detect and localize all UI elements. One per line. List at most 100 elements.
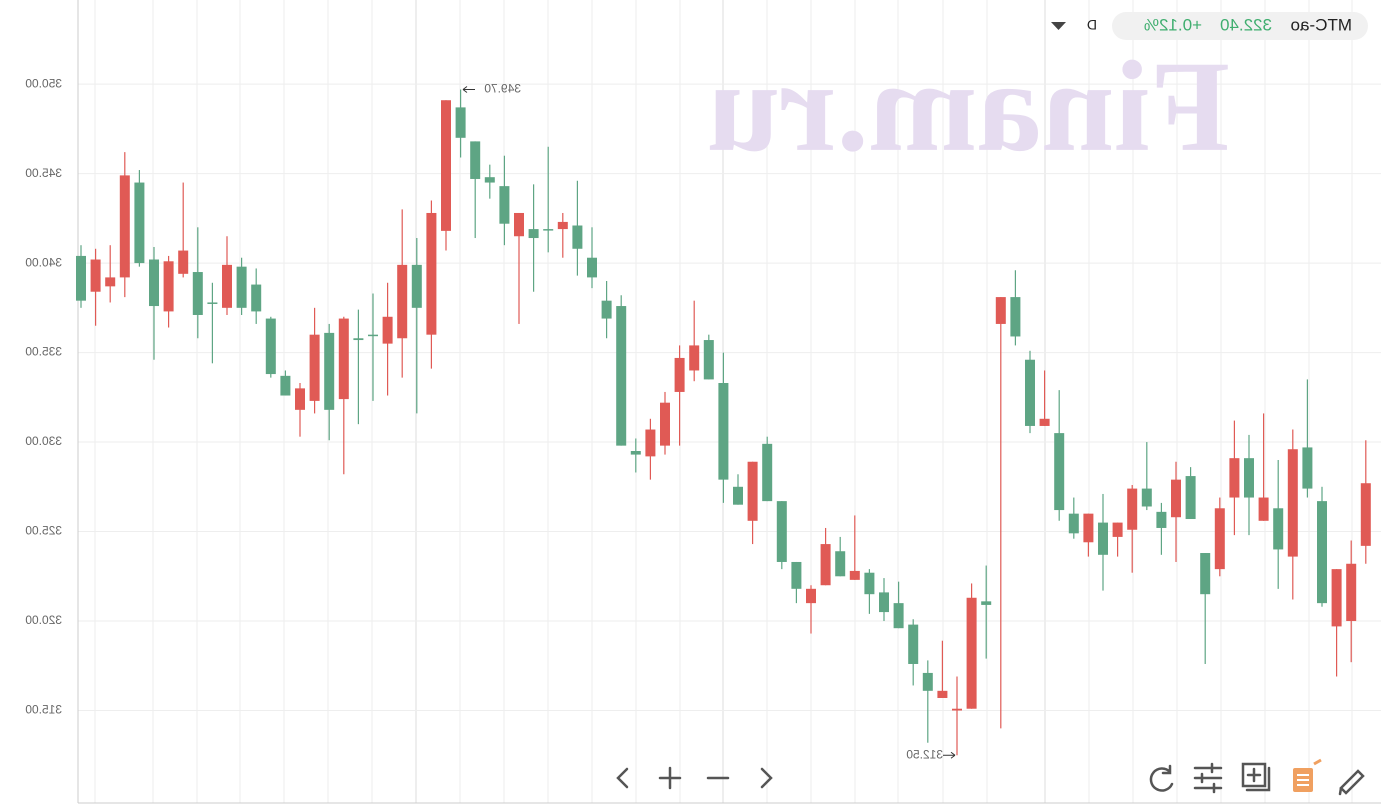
draw-icon[interactable] (1338, 769, 1365, 796)
watermark: Finam.ru (706, 35, 1230, 179)
candle-body (1083, 513, 1094, 543)
candle-body (1185, 476, 1196, 520)
symbol: МТС-ао (1291, 15, 1352, 34)
annotation-label: 312.50 (906, 747, 943, 761)
candle-body (163, 261, 174, 312)
candle-body (1010, 297, 1021, 337)
candle-body (251, 284, 262, 312)
candle-body (119, 175, 130, 278)
annotation-label: 349.70 (484, 82, 521, 96)
candle-body (718, 382, 729, 480)
candle-body (776, 501, 787, 562)
labels: 350.00 345.00 340.00 335.00 330.00 325.00 320.… (25, 76, 956, 761)
candle-body (893, 603, 904, 629)
candle-body (601, 300, 612, 319)
candle-body (820, 544, 831, 586)
candle-body (1112, 522, 1123, 537)
candle-body (207, 302, 218, 304)
candle-body (1244, 458, 1254, 498)
settings-icon[interactable] (1193, 762, 1223, 794)
candle-body (1068, 513, 1079, 534)
scroll-right[interactable] (760, 767, 773, 789)
candle-body (90, 259, 101, 292)
candle-body (791, 561, 802, 589)
candle-body (1287, 449, 1298, 557)
y-tick-label: 335.00 (25, 345, 62, 359)
candle-body (864, 572, 875, 595)
header-pill[interactable] (1112, 12, 1368, 40)
interval[interactable]: D (1087, 17, 1097, 33)
zoom-in[interactable] (658, 766, 682, 790)
notes-icon[interactable] (1293, 758, 1322, 792)
candle-body (1273, 508, 1284, 550)
candle-body (543, 229, 554, 231)
candle-body (1127, 488, 1138, 530)
candle-body (411, 264, 422, 308)
candle-body (1317, 501, 1327, 604)
candle-body (1229, 458, 1240, 498)
candle-body (952, 708, 962, 711)
candle-body (1214, 508, 1225, 570)
candle-body (660, 402, 670, 446)
candle-body (835, 551, 846, 577)
candle-body (455, 107, 466, 138)
candle-body (806, 588, 816, 604)
candle-body (222, 264, 232, 308)
candle-body (265, 318, 276, 375)
candle-body (674, 357, 685, 392)
candle-body (966, 597, 977, 709)
y-tick-label: 320.00 (25, 613, 62, 627)
candles (76, 89, 1371, 756)
candle-body (1360, 483, 1371, 546)
candle-body (470, 141, 481, 179)
candle-body (587, 257, 597, 278)
candle-body (937, 690, 948, 698)
candle-body (733, 486, 743, 505)
candle-body (280, 375, 291, 396)
candle-body (382, 316, 393, 344)
candle-body (1302, 447, 1313, 489)
y-tick-label: 350.00 (25, 76, 62, 90)
candle-body (397, 264, 408, 339)
reset-icon[interactable] (1149, 764, 1174, 792)
candle-body (1156, 511, 1167, 528)
change: +0.12% (1144, 15, 1202, 34)
candle-body (76, 255, 86, 301)
candle-body (1200, 553, 1211, 595)
candle-body (630, 451, 641, 455)
candle-body (645, 429, 656, 457)
scroll-left[interactable] (616, 767, 629, 789)
y-tick-label: 315.00 (25, 703, 62, 717)
dropdown-arrow[interactable] (1051, 22, 1066, 30)
candle-body (1171, 479, 1181, 518)
candle-body (105, 277, 116, 287)
candle-body (426, 212, 437, 335)
candle-body (908, 624, 919, 664)
candle-body (995, 297, 1006, 324)
candle-body (557, 221, 568, 230)
candle-body (528, 229, 539, 239)
candle-body (703, 340, 714, 380)
candle-body (1258, 497, 1269, 521)
candle-body (441, 100, 451, 231)
candle-body (353, 338, 364, 341)
candle-body (572, 225, 583, 249)
candle-body (849, 570, 860, 580)
candle-body (309, 334, 320, 401)
candle-body (879, 592, 889, 613)
candle-body (981, 601, 992, 605)
candle-body (499, 186, 510, 224)
candle-body (149, 259, 159, 307)
annotation-arrowhead (950, 751, 956, 759)
candle-body (1098, 522, 1108, 555)
candle-body (922, 672, 933, 691)
price: 322.40 (1220, 15, 1272, 34)
candle-body (514, 212, 524, 237)
candle-body (295, 388, 305, 410)
y-tick-label: 345.00 (25, 166, 62, 180)
candle-body (338, 318, 349, 400)
add-icon[interactable] (1241, 762, 1271, 792)
y-tick-label: 340.00 (25, 255, 62, 269)
